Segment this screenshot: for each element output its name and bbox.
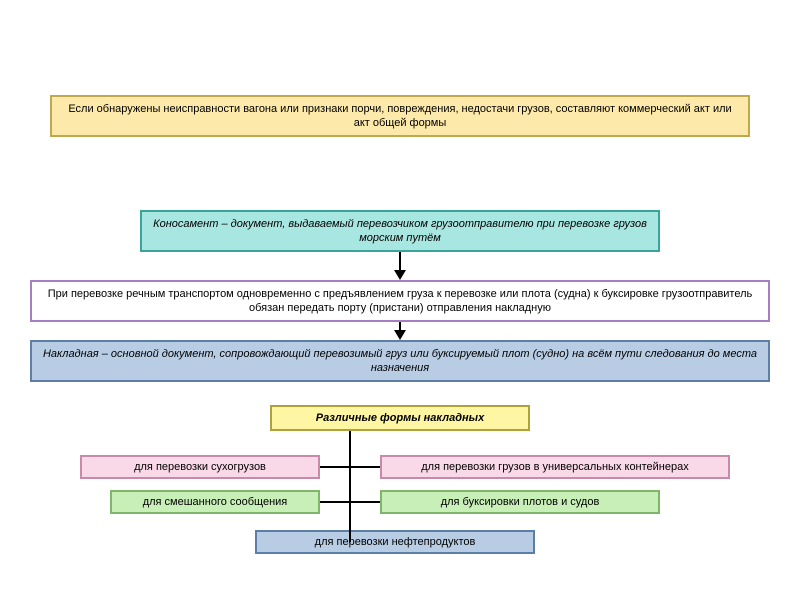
box-oil-text: для перевозки нефтепродуктов [315,535,476,549]
box-river: При перевозке речным транспортом одновре… [30,280,770,322]
box-dry-text: для перевозки сухогрузов [134,460,266,474]
connector-v3 [349,431,351,542]
box-oil: для перевозки нефтепродуктов [255,530,535,554]
connector-a2 [394,330,406,340]
box-konos-text: Коносамент – документ, выдаваемый перево… [150,217,650,246]
box-naklad: Накладная – основной документ, сопровожд… [30,340,770,382]
box-cont-text: для перевозки грузов в универсальных кон… [421,460,689,474]
box-river-text: При перевозке речным транспортом одновре… [40,287,760,316]
connector-v1 [399,252,401,272]
connector-h3 [349,541,350,543]
connector-h1 [320,466,380,468]
box-mixed-text: для смешанного сообщения [143,495,288,509]
connector-h2 [320,501,380,503]
box-top-text: Если обнаружены неисправности вагона или… [60,102,740,131]
box-top: Если обнаружены неисправности вагона или… [50,95,750,137]
box-dry: для перевозки сухогрузов [80,455,320,479]
box-cont: для перевозки грузов в универсальных кон… [380,455,730,479]
box-mixed: для смешанного сообщения [110,490,320,514]
connector-a1 [394,270,406,280]
box-forms: Различные формы накладных [270,405,530,431]
box-naklad-text: Накладная – основной документ, сопровожд… [40,347,760,376]
box-tow-text: для буксировки плотов и судов [441,495,600,509]
box-forms-text: Различные формы накладных [316,411,484,425]
box-konos: Коносамент – документ, выдаваемый перево… [140,210,660,252]
box-tow: для буксировки плотов и судов [380,490,660,514]
